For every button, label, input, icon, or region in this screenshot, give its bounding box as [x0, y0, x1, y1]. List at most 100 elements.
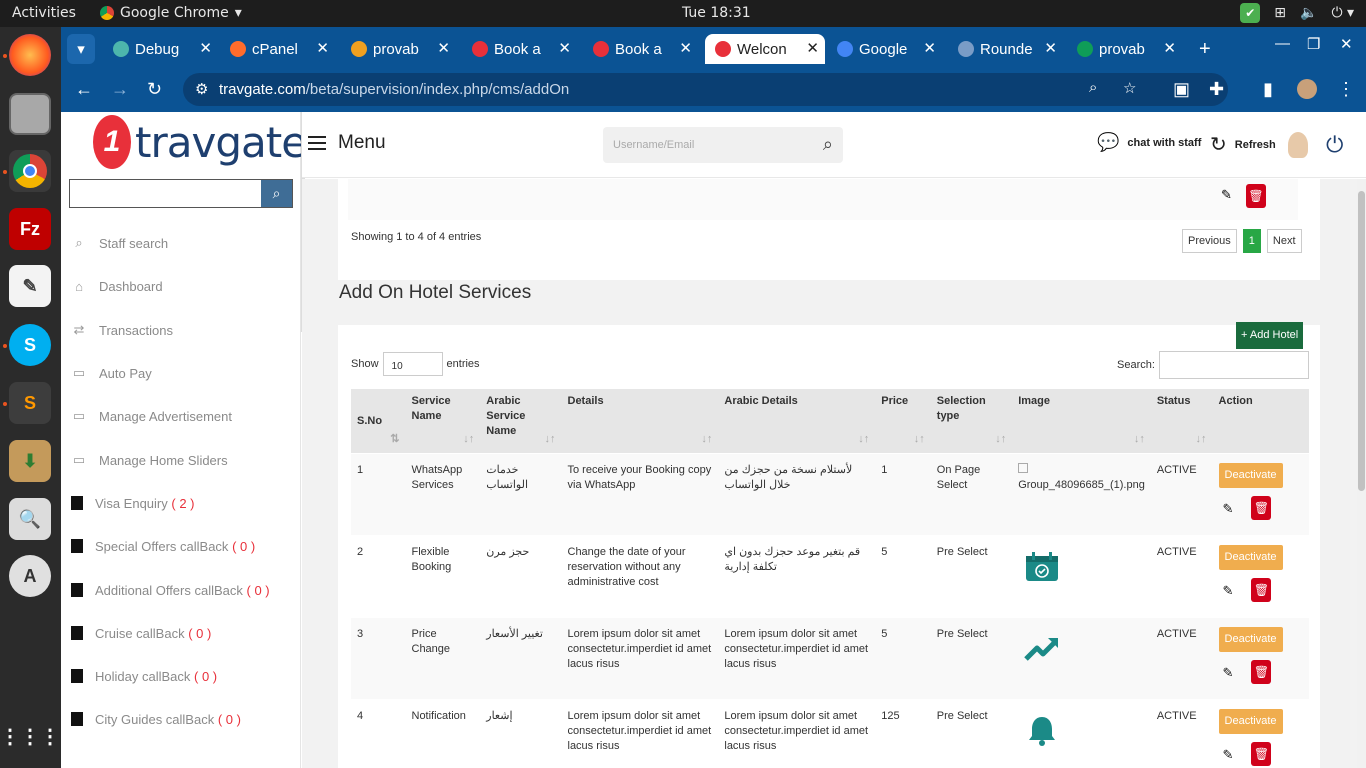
filezilla-icon[interactable]: Fz: [9, 208, 51, 250]
close-tab-icon[interactable]: ✕: [199, 40, 212, 57]
close-tab-icon[interactable]: ✕: [1044, 40, 1057, 57]
profile-avatar[interactable]: [1297, 79, 1317, 99]
column-header[interactable]: Price ↓↑: [875, 389, 931, 454]
close-tab-icon[interactable]: ✕: [437, 40, 450, 57]
show-apps-icon[interactable]: ⋮⋮⋮: [0, 725, 60, 748]
browser-tab[interactable]: Book a ✕: [583, 34, 698, 64]
user-avatar[interactable]: [1288, 132, 1308, 158]
travgate-logo[interactable]: 1 travgate: [93, 112, 307, 172]
close-tab-icon[interactable]: ✕: [1163, 40, 1176, 57]
column-header[interactable]: Status ↓↑: [1150, 389, 1213, 454]
reload-icon[interactable]: ↻: [147, 79, 163, 99]
deactivate-button[interactable]: Deactivate: [1218, 463, 1283, 488]
browser-tab[interactable]: Welcon ✕: [705, 34, 825, 64]
menu-button[interactable]: Menu: [308, 132, 386, 154]
sublime-icon[interactable]: S: [9, 382, 51, 424]
text-editor-icon[interactable]: ✎: [9, 265, 51, 307]
update-icon[interactable]: ✔: [1240, 3, 1261, 23]
system-tray[interactable]: ✔ ⊞ 🔈 ⏻ ▾: [1240, 3, 1354, 23]
page-1-button[interactable]: 1: [1242, 229, 1261, 253]
column-header[interactable]: Arabic Details ↓↑: [718, 389, 876, 454]
close-window-icon[interactable]: ✕: [1340, 36, 1353, 53]
delete-icon[interactable]: 🗑: [1251, 742, 1272, 766]
search-icon[interactable]: ⌕: [261, 180, 292, 207]
address-bar[interactable]: ⚙ travgate.com/beta/supervision/index.ph…: [183, 73, 1228, 106]
next-page-button[interactable]: Next: [1266, 229, 1302, 253]
search-icon[interactable]: ⌕: [822, 134, 833, 154]
delete-icon[interactable]: 🗑: [1251, 496, 1272, 520]
sidebar-item[interactable]: ▭ Manage Advertisement: [71, 405, 232, 427]
page-scrollbar[interactable]: [1357, 179, 1366, 768]
sidebar-item[interactable]: ⇄ Transactions: [71, 319, 173, 341]
sidebar-item[interactable]: ⌂ Dashboard: [71, 275, 163, 297]
sort-icon[interactable]: ↓↑: [463, 433, 475, 445]
puzzle-icon[interactable]: ✚: [1209, 79, 1225, 99]
tab-search-button[interactable]: ▾: [67, 34, 95, 64]
delete-icon[interactable]: 🗑: [1251, 660, 1272, 684]
deactivate-button[interactable]: Deactivate: [1218, 545, 1283, 570]
sort-icon[interactable]: ↓↑: [701, 433, 713, 445]
column-header[interactable]: Service Name ↓↑: [405, 389, 481, 454]
volume-icon[interactable]: 🔈: [1300, 5, 1318, 21]
scrollbar-thumb[interactable]: [1358, 191, 1365, 491]
edit-icon[interactable]: ✎: [1222, 664, 1234, 680]
firefox-icon[interactable]: [9, 34, 51, 76]
archive-manager-icon[interactable]: ⬇: [9, 440, 51, 482]
close-tab-icon[interactable]: ✕: [679, 40, 692, 57]
maximize-icon[interactable]: ❐: [1307, 36, 1321, 53]
browser-tab[interactable]: cPanel ✕: [220, 34, 335, 64]
activities-button[interactable]: Activities: [12, 5, 76, 21]
edit-icon[interactable]: ✎: [1221, 187, 1232, 202]
sidebar-search-input[interactable]: ⌕: [69, 179, 293, 208]
refresh-button[interactable]: ↻ Refresh: [1210, 132, 1276, 157]
close-tab-icon[interactable]: ✕: [316, 40, 329, 57]
sort-icon[interactable]: ↓↑: [544, 433, 556, 445]
site-info-icon[interactable]: ⚙: [195, 81, 209, 98]
sidebar-item[interactable]: ⌕ Staff search: [71, 232, 168, 254]
sort-icon[interactable]: ↓↑: [1195, 433, 1207, 445]
column-header[interactable]: Details ↓↑: [561, 389, 719, 454]
sidebar-item[interactable]: ▭ Manage Home Sliders: [71, 449, 228, 471]
edit-icon[interactable]: ✎: [1222, 500, 1234, 516]
column-header[interactable]: Selection type ↓↑: [930, 389, 1013, 454]
forward-icon[interactable]: →: [111, 79, 129, 99]
user-search-input[interactable]: Username/Email ⌕: [603, 127, 843, 163]
edit-icon[interactable]: ✎: [1222, 582, 1234, 598]
sidebar-item[interactable]: Cruise callBack ( 0 ): [71, 622, 211, 644]
minimize-icon[interactable]: —: [1275, 35, 1290, 52]
logout-icon[interactable]: ⏻: [1326, 132, 1344, 157]
chrome-dock-icon[interactable]: [9, 150, 51, 192]
browser-tab[interactable]: provab ✕: [341, 34, 456, 64]
sidebar-item[interactable]: Holiday callBack ( 0 ): [71, 665, 217, 687]
sort-icon[interactable]: ↓↑: [995, 433, 1007, 445]
side-panel-icon[interactable]: ▮: [1263, 79, 1273, 99]
chrome-menu-icon[interactable]: ⋮: [1337, 79, 1355, 99]
sidebar-item[interactable]: Visa Enquiry ( 2 ): [71, 492, 195, 514]
power-icon[interactable]: ⏻ ▾: [1331, 5, 1354, 21]
close-tab-icon[interactable]: ✕: [558, 40, 571, 57]
sort-icon[interactable]: ↓↑: [858, 433, 870, 445]
sort-icon[interactable]: ↓↑: [1133, 433, 1145, 445]
page-length-select[interactable]: 10: [382, 352, 443, 376]
column-header[interactable]: S.No ⇅: [351, 389, 406, 454]
back-icon[interactable]: ←: [75, 79, 93, 99]
column-header[interactable]: Arabic Service Name ↓↑: [480, 389, 562, 454]
column-header[interactable]: Image ↓↑: [1012, 389, 1151, 454]
delete-icon[interactable]: 🗑: [1246, 184, 1266, 208]
browser-tab[interactable]: provab ✕: [1067, 34, 1182, 64]
deactivate-button[interactable]: Deactivate: [1218, 709, 1283, 734]
browser-tab[interactable]: Google ✕: [827, 34, 942, 64]
clock[interactable]: Tue 18:31: [682, 5, 751, 21]
browser-tab[interactable]: Debug ✕: [103, 34, 218, 64]
image-viewer-icon[interactable]: 🔍: [9, 498, 51, 540]
sidebar-item[interactable]: City Guides callBack ( 0 ): [71, 708, 241, 730]
zoom-icon[interactable]: ⌕: [1089, 79, 1098, 96]
edit-icon[interactable]: ✎: [1222, 746, 1234, 762]
deactivate-button[interactable]: Deactivate: [1218, 627, 1283, 652]
sort-icon[interactable]: ⇅: [390, 433, 400, 445]
sidebar-item[interactable]: Special Offers callBack ( 0 ): [71, 535, 255, 557]
previous-page-button[interactable]: Previous: [1182, 229, 1237, 253]
skype-icon[interactable]: S: [9, 324, 51, 366]
bookmark-star-icon[interactable]: ☆: [1123, 80, 1137, 97]
column-header[interactable]: Action: [1212, 389, 1309, 454]
